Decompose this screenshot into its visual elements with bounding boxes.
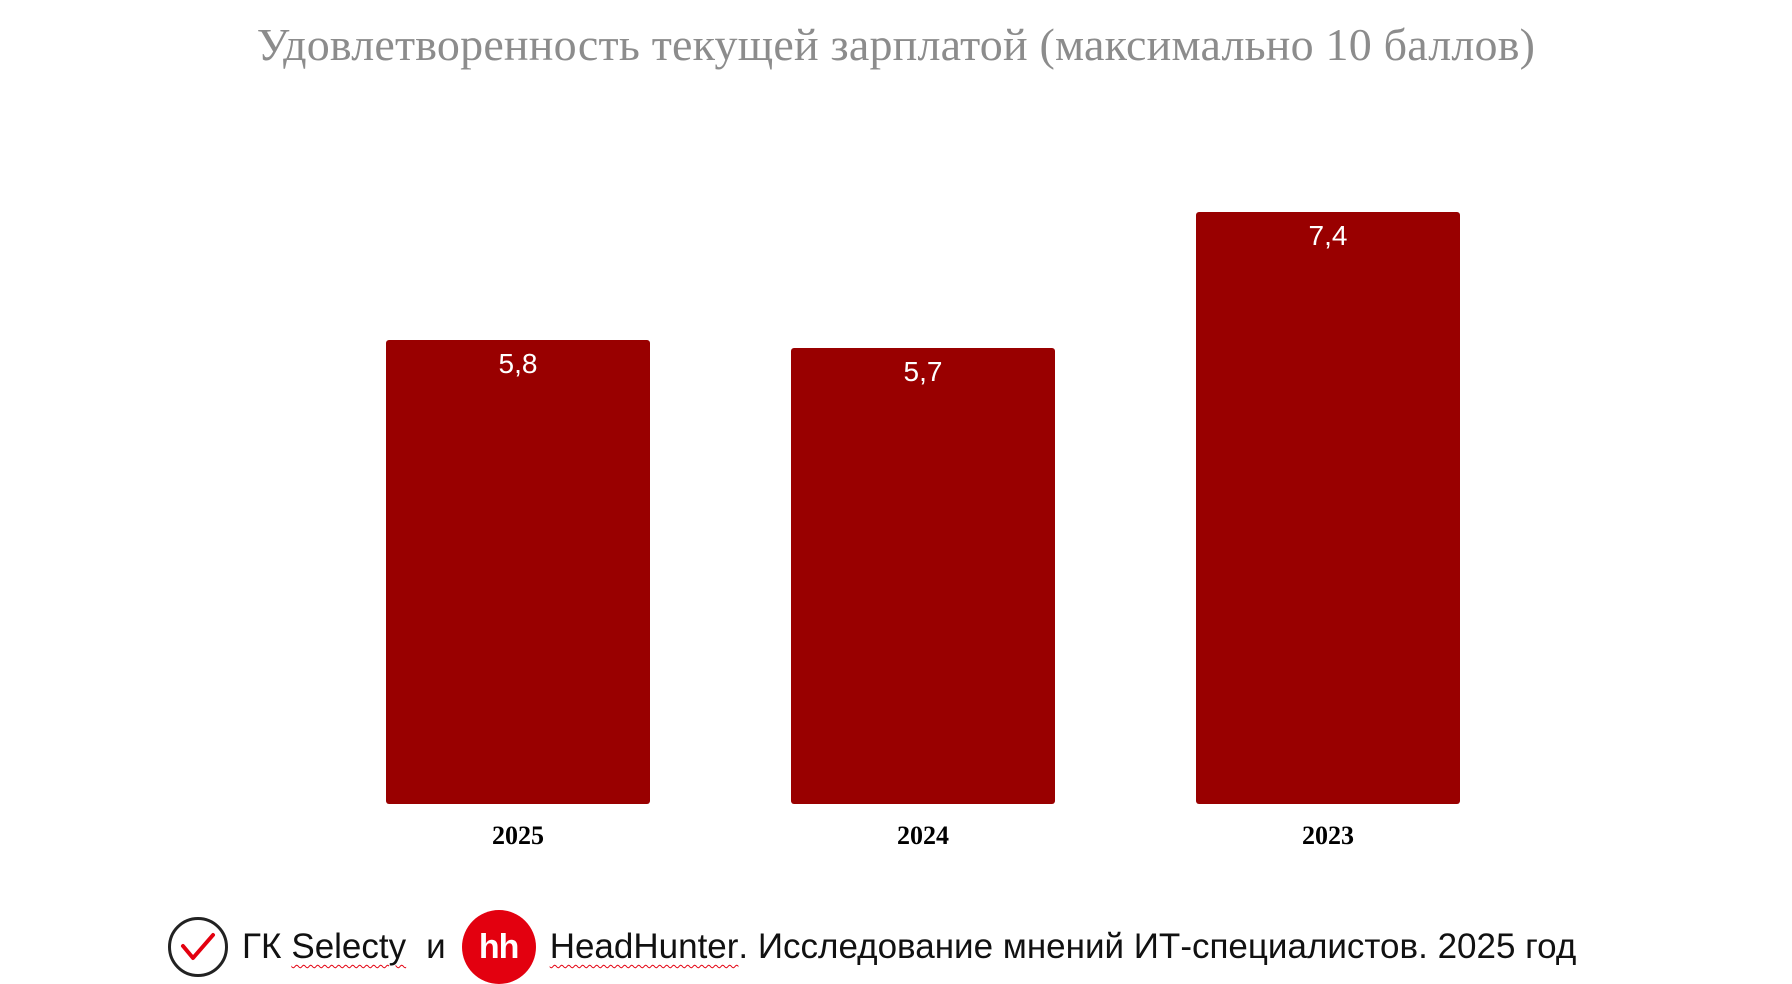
- x-tick-label-2025: 2025: [492, 821, 544, 850]
- footer-conjunction: и: [426, 927, 446, 966]
- selecty-logo-icon: [168, 917, 228, 977]
- footer-selecty: Selecty: [291, 927, 407, 966]
- hh-logo-icon: hh: [461, 910, 536, 984]
- source-footer: ГК Selecty и hh HeadHunter . Исследовани…: [168, 910, 1577, 984]
- bar-chart: 5,8 2025 5,7 2024 7,4 2023: [386, 212, 1460, 850]
- bar-value-label-2025: 5,8: [499, 348, 538, 379]
- footer-headhunter: HeadHunter: [549, 927, 739, 966]
- bar-value-label-2024: 5,7: [904, 356, 943, 387]
- bar-2023: [1196, 212, 1460, 804]
- bar-value-label-2023: 7,4: [1309, 220, 1348, 251]
- footer-prefix: ГК: [242, 927, 282, 966]
- bar-2024: [791, 348, 1055, 804]
- x-tick-label-2024: 2024: [897, 821, 949, 850]
- x-tick-label-2023: 2023: [1302, 821, 1354, 850]
- footer-rest: . Исследование мнений ИТ-специалистов. 2…: [738, 927, 1577, 966]
- chart-title: Удовлетворенность текущей зарплатой (мак…: [256, 19, 1536, 70]
- bar-2025: [386, 340, 650, 804]
